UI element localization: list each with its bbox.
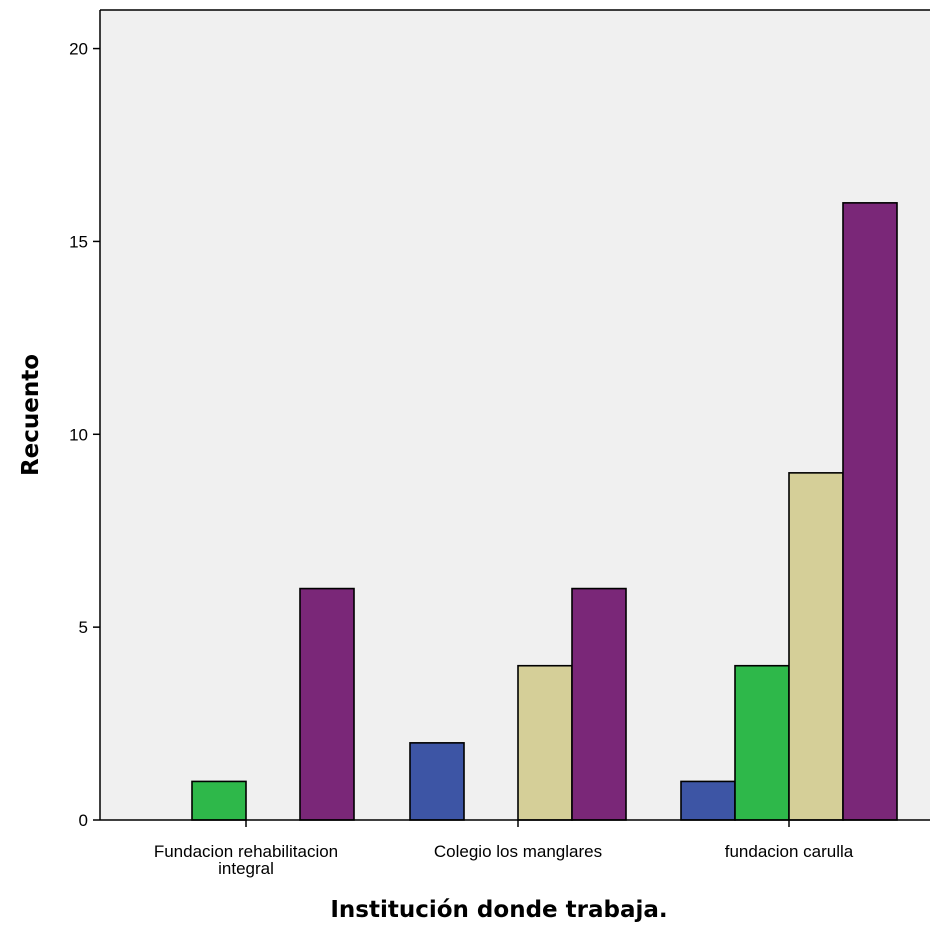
bar-2-1 [734,664,790,821]
y-tick-label-5: 5 [79,618,88,637]
y-tick-label-10: 10 [69,425,88,444]
y-tick-label-0: 0 [79,811,88,830]
bar-1-2 [517,664,573,821]
bars-group [191,202,898,821]
x-axis: Fundacion rehabilitacion integral Colegio … [100,819,930,878]
x-tick-label-1: Colegio los manglares [434,842,602,861]
bar-2-3 [842,202,898,821]
bar-1-3 [571,587,627,821]
bar-2-0 [680,780,736,821]
bar-0-3 [299,587,355,821]
y-axis-title: Recuento [18,354,44,476]
x-axis-title: Institución donde trabaja. [330,897,667,923]
y-axis: 0 5 10 15 20 [69,9,930,830]
bar-1-0 [409,742,465,821]
y-tick-label-20: 20 [69,40,88,59]
bar-0-1 [191,780,247,821]
x-tick-label-2: fundacion carulla [725,842,854,861]
x-tick-label-0: Fundacion rehabilitacion integral [154,842,338,878]
bar-2-2 [788,472,844,821]
y-tick-label-15: 15 [69,232,88,251]
